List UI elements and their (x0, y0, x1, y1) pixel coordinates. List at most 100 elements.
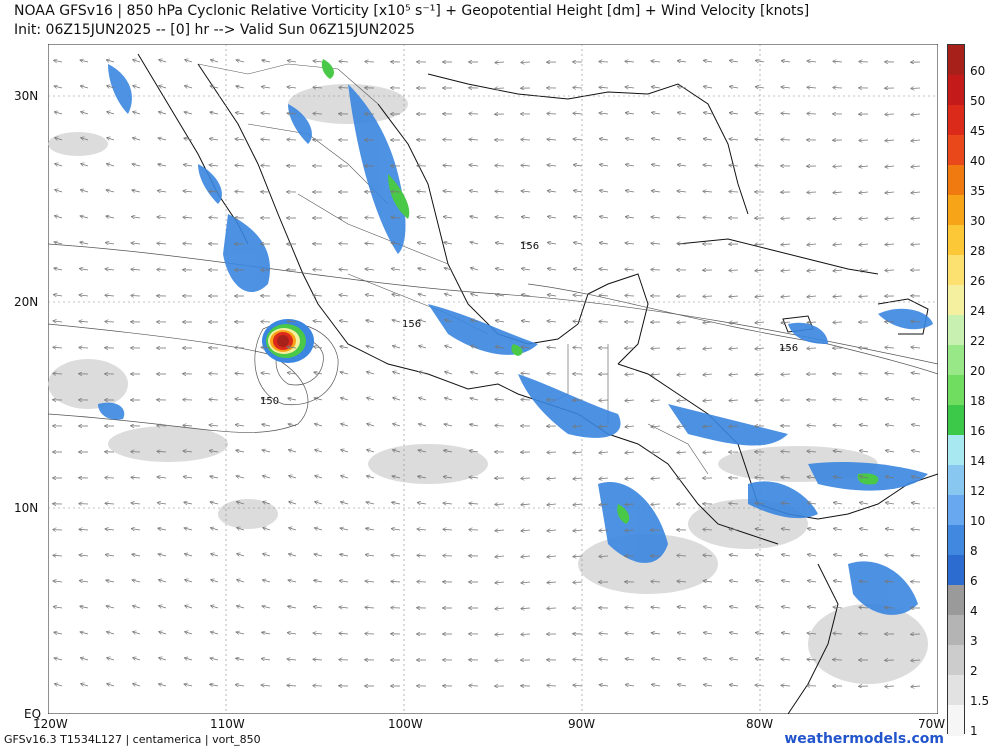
wind-arrow (833, 218, 843, 219)
wind-arrow (236, 425, 245, 426)
wind-arrow (521, 373, 531, 374)
wind-arrow (418, 268, 427, 270)
colorbar-segment (948, 435, 964, 466)
wind-arrow (547, 530, 557, 531)
wind-arrow (808, 477, 817, 478)
wind-arrow (547, 114, 557, 115)
wind-arrow (912, 399, 921, 400)
wind-arrow (314, 580, 323, 582)
wind-arrow (159, 580, 167, 582)
wind-arrow (418, 243, 427, 244)
colorbar-segment (948, 105, 964, 136)
wind-arrow (600, 243, 609, 244)
wind-arrow (885, 373, 895, 374)
wind-arrow (911, 218, 921, 219)
wind-arrow (341, 502, 349, 504)
wind-arrow (626, 659, 635, 660)
wind-arrow (53, 347, 63, 348)
wind-arrow (911, 192, 921, 193)
wind-arrow (235, 192, 245, 193)
wind-arrow (652, 87, 661, 88)
wind-arrow (704, 61, 713, 63)
wind-arrow (833, 296, 843, 297)
wind-arrow (496, 243, 505, 244)
wind-arrow (677, 426, 687, 427)
wind-arrow (573, 321, 583, 322)
wind-arrow (808, 503, 817, 504)
wind-arrow (210, 451, 219, 452)
colorbar-label: 22 (970, 334, 986, 348)
wind-arrow (237, 60, 245, 62)
wind-arrow (211, 528, 219, 530)
wind-arrow (495, 217, 505, 218)
wind-arrow (471, 320, 479, 322)
wind-arrow (781, 218, 791, 219)
wind-arrow (367, 372, 375, 374)
wind-arrow (729, 192, 739, 193)
wind-arrow (470, 398, 479, 400)
wind-arrow (185, 554, 193, 556)
wind-arrow (469, 165, 479, 166)
wind-arrow (183, 451, 193, 452)
wind-arrow (365, 607, 375, 608)
wind-arrow (756, 555, 765, 556)
wind-arrow (547, 139, 557, 140)
wind-arrow (288, 606, 297, 608)
wind-arrow (133, 684, 141, 686)
colorbar-segment (948, 705, 964, 736)
wind-arrow (677, 244, 687, 245)
wind-arrow (651, 348, 661, 349)
wind-arrow (107, 60, 115, 62)
wind-arrow (677, 322, 687, 323)
wind-arrow (105, 503, 115, 504)
wind-arrow (781, 296, 791, 297)
wind-arrow (625, 504, 635, 505)
wind-arrow (600, 191, 609, 193)
wind-arrow (729, 529, 739, 530)
wind-arrow (133, 632, 141, 634)
wind-arrow (729, 322, 739, 323)
wind-arrow (651, 478, 661, 479)
wind-arrow (209, 165, 219, 166)
wind-arrow (261, 347, 271, 348)
wind-arrow (393, 346, 401, 348)
wind-arrow (495, 556, 505, 557)
wind-arrow (599, 556, 609, 557)
wind-arrow (651, 426, 661, 427)
wind-arrow (469, 503, 479, 504)
wind-arrow (79, 321, 89, 322)
wind-arrow (755, 139, 765, 140)
wind-arrow (211, 554, 219, 556)
wind-arrow (703, 452, 713, 453)
wind-arrow (80, 242, 89, 244)
wind-arrow (55, 190, 63, 192)
footer-site-link[interactable]: weathermodels.com (784, 731, 944, 747)
wind-arrow (313, 321, 323, 322)
contour-label: 150 (260, 396, 279, 407)
colorbar-segment (948, 615, 964, 646)
wind-arrow (625, 243, 635, 244)
wind-arrow (55, 658, 63, 660)
wind-arrow (81, 190, 89, 192)
wind-arrow (107, 112, 115, 114)
wind-arrow (81, 632, 89, 634)
wind-arrow (703, 191, 713, 192)
wind-arrow (211, 580, 219, 582)
wind-arrow (859, 399, 869, 400)
colorbar-segment (948, 285, 964, 316)
wind-arrow (859, 296, 869, 297)
wind-arrow (419, 346, 427, 348)
wind-arrow (626, 191, 635, 193)
wind-arrow (574, 269, 583, 270)
wind-arrow (573, 685, 583, 686)
wind-arrow (132, 554, 141, 556)
wind-arrow (547, 582, 557, 583)
wind-arrow (107, 164, 115, 166)
wind-arrow (703, 348, 713, 349)
colorbar-label: 2 (970, 664, 978, 678)
wind-arrow (807, 348, 817, 349)
colorbar-label: 14 (970, 454, 986, 468)
wind-arrow (158, 191, 167, 192)
wind-arrow (781, 113, 791, 114)
colorbar-label: 6 (970, 574, 978, 588)
